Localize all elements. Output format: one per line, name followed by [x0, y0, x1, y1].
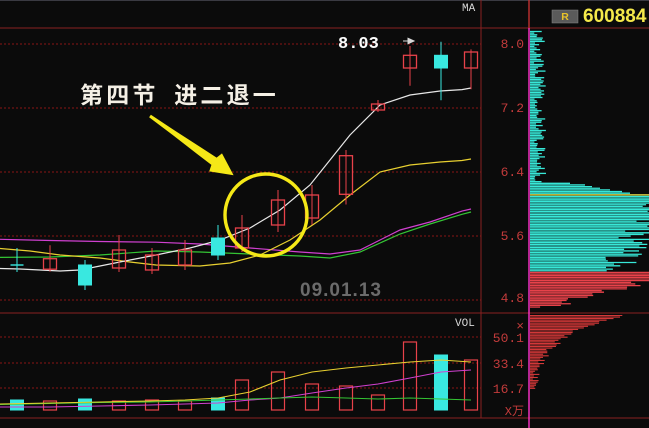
svg-text:VOL: VOL [455, 318, 475, 330]
svg-text:R: R [561, 11, 569, 23]
svg-text:第四节 进二退一: 第四节 进二退一 [80, 76, 279, 110]
svg-text:MA: MA [462, 3, 476, 15]
svg-text:4.8: 4.8 [501, 291, 524, 306]
svg-text:7.2: 7.2 [501, 101, 524, 116]
svg-text:X万: X万 [505, 405, 524, 419]
svg-text:8.0: 8.0 [501, 37, 524, 52]
svg-text:5.6: 5.6 [501, 229, 524, 244]
svg-text:8.03: 8.03 [338, 35, 379, 54]
svg-text:6.4: 6.4 [501, 165, 525, 180]
svg-text:600884: 600884 [583, 6, 647, 27]
svg-text:09.01.13: 09.01.13 [300, 280, 382, 301]
svg-text:16.7: 16.7 [493, 382, 524, 397]
svg-text:50.1: 50.1 [493, 331, 524, 346]
svg-text:33.4: 33.4 [493, 357, 524, 372]
